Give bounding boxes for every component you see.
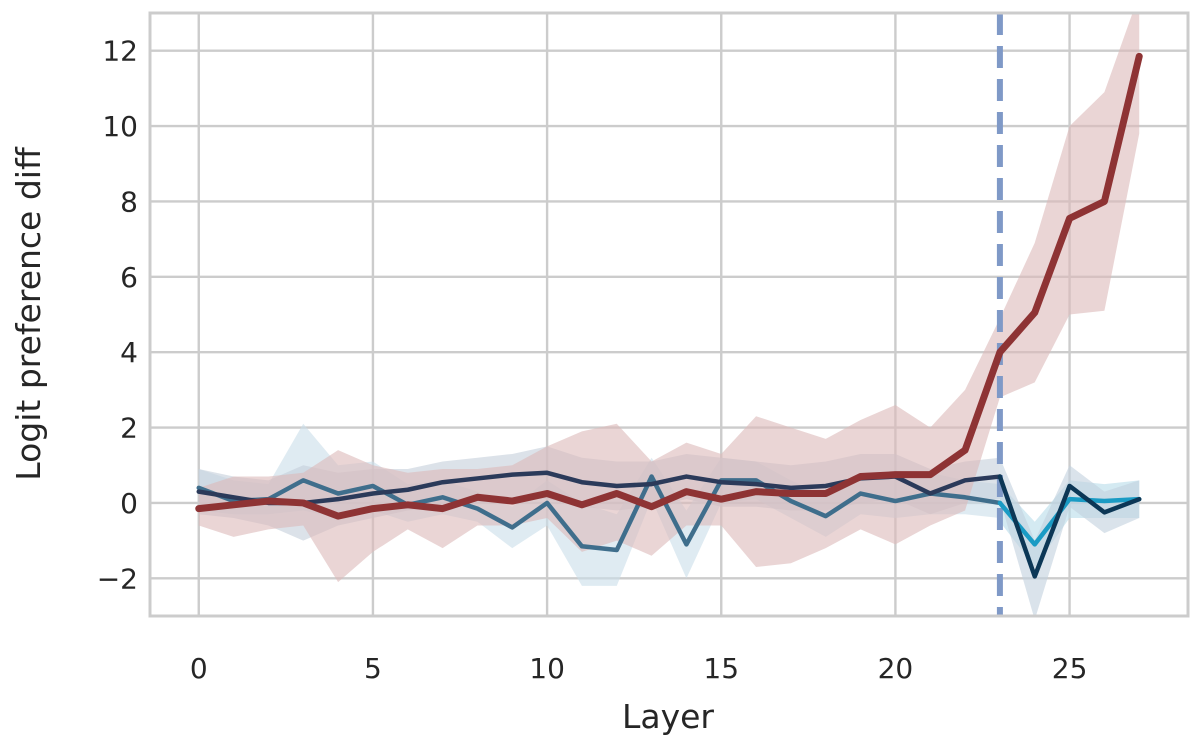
y-tick-label: 6 (120, 261, 138, 294)
y-tick-label: 0 (120, 487, 138, 520)
confidence-band-4 (198, 13, 1140, 583)
y-tick-label: 12 (102, 35, 138, 68)
plot-frame (148, 11, 1190, 618)
x-tick-label: 15 (703, 652, 739, 685)
y-tick-label: 4 (120, 336, 138, 369)
y-tick-label: 10 (102, 110, 138, 143)
y-tick-label: 8 (120, 185, 138, 218)
x-tick-label: 25 (1052, 652, 1088, 685)
y-axis-label: Logit preference diff (9, 146, 48, 481)
x-tick-label: 20 (878, 652, 914, 685)
x-tick-labels: 0 5 10 15 20 25 (190, 652, 1088, 685)
x-tick-label: 5 (364, 652, 382, 685)
series-line-4 (195, 52, 1143, 520)
series-lines (195, 52, 1143, 579)
x-tick-label: 10 (529, 652, 565, 685)
y-tick-labels: −2 0 2 4 6 8 10 12 (97, 35, 138, 596)
y-tick-label: −2 (97, 562, 138, 595)
x-tick-label: 0 (190, 652, 208, 685)
series-line-2 (997, 496, 1142, 547)
series-line-3 (997, 474, 1142, 579)
y-tick-label: 2 (120, 412, 138, 445)
series-line-0 (196, 474, 1003, 553)
x-axis-label: Layer (622, 697, 714, 736)
